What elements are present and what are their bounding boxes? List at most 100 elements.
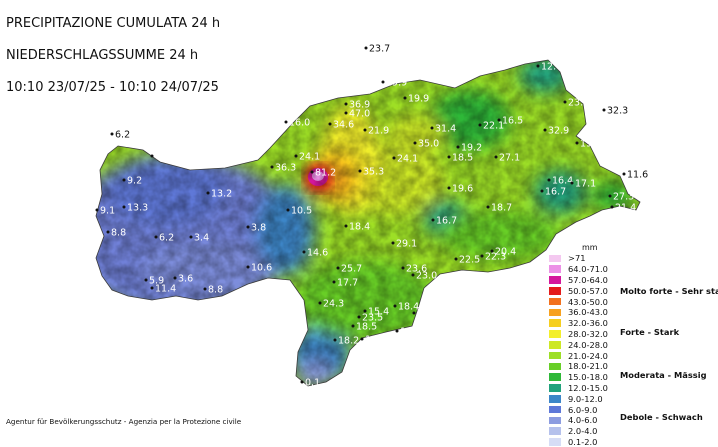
station-value: 32.3 (607, 106, 628, 117)
station-dot (333, 338, 337, 342)
station-marker: 24.1 (392, 154, 418, 165)
station-dot (480, 254, 484, 258)
station-dot (294, 154, 298, 158)
station-dot (497, 118, 501, 122)
station-value: 18.7 (491, 203, 512, 214)
legend-swatch (548, 350, 562, 361)
map-title-german: NIEDERSCHLAGSSUMME 24 h (6, 48, 199, 63)
station-marker: 23.2 (563, 98, 589, 109)
legend-swatch (548, 339, 562, 350)
station-dot (246, 225, 250, 229)
station-dot (173, 276, 177, 280)
legend-label: 24.0-28.0 (568, 339, 608, 350)
legend-swatch (548, 383, 562, 393)
station-value: 18.4 (349, 222, 370, 233)
station-value: 21.9 (368, 126, 389, 137)
station-marker: 23.5 (357, 313, 383, 324)
station-value: 11.4 (155, 284, 176, 295)
station-value: 36.9 (349, 100, 370, 111)
station-marker: 19.6 (447, 184, 473, 195)
station-marker: 23.6 (401, 264, 427, 275)
station-marker: 15.4 (363, 307, 389, 318)
station-value: 19.9 (386, 78, 407, 89)
station-dot (203, 287, 207, 291)
station-value: 3.8 (251, 223, 266, 234)
station-marker: 0.1 (300, 378, 320, 389)
station-dot (608, 194, 612, 198)
station-dot (403, 96, 407, 100)
station-dot (536, 64, 540, 68)
station-marker: 3.8 (246, 223, 266, 234)
legend-label: 21.0-24.0 (568, 350, 608, 361)
station-dot (300, 380, 304, 384)
legend-row: 9.0-12.0 (548, 393, 603, 404)
station-value: 27.3 (613, 192, 634, 203)
station-dot (430, 126, 434, 130)
legend-label: 4.0-6.0 (568, 415, 598, 426)
legend-swatch (548, 285, 562, 296)
legend-label: 32.0-36.0 (568, 318, 608, 329)
legend-label: 50.0-57.0 (568, 285, 608, 296)
station-dot (344, 111, 348, 115)
legend-row: 4.0-6.0 (548, 415, 597, 426)
station-dot (332, 280, 336, 284)
station-marker: 9.2 (122, 176, 142, 187)
station-dot (575, 141, 579, 145)
station-marker: 10.6 (246, 263, 272, 274)
station-marker: 14.6 (302, 248, 328, 259)
legend-swatch (548, 318, 562, 328)
station-dot (310, 170, 314, 174)
station-dot (563, 100, 567, 104)
station-value: 16.5 (502, 116, 523, 127)
legend-swatch (548, 426, 562, 436)
legend-swatch (548, 253, 562, 264)
station-value: 23.2 (568, 98, 589, 109)
station-value: 24.1 (299, 152, 320, 163)
station-marker: 17.1 (570, 179, 596, 190)
station-dot (189, 235, 193, 239)
legend-label: 28.0-32.0 (568, 328, 608, 339)
station-marker: 32.3 (602, 106, 628, 117)
legend-row: 12.0-15.0 (548, 383, 608, 394)
station-marker: 29.1 (391, 239, 417, 250)
region-border (95, 59, 641, 387)
legend-label: 57.0-64.0 (568, 274, 608, 285)
legend-row: 32.0-36.0 (548, 318, 608, 329)
station-dot (401, 266, 405, 270)
station-marker: 81.2 (310, 168, 336, 179)
station-marker: 18.9 (360, 335, 386, 346)
station-value: 25.7 (341, 264, 362, 275)
station-value: 19.4 (417, 309, 438, 320)
map-title-italian: PRECIPITAZIONE CUMULATA 24 h (6, 16, 221, 31)
station-dot (393, 304, 397, 308)
station-value: 21.4 (615, 203, 636, 214)
station-marker: 21.4 (610, 203, 636, 214)
station-dot (246, 265, 250, 269)
station-marker: 10.5 (286, 206, 312, 217)
station-value: 16.4 (552, 176, 573, 187)
station-value: 13.3 (127, 203, 148, 214)
station-value: 19.2 (461, 143, 482, 154)
station-marker: 18.2 (333, 336, 359, 347)
station-marker: 21.9 (363, 126, 389, 137)
station-marker: 31.4 (430, 124, 456, 135)
station-marker: 22.5 (454, 255, 480, 266)
station-value: 19.5 (580, 139, 601, 150)
legend-row: 15.0-18.0 (548, 372, 608, 383)
legend-label: 64.0-71.0 (568, 264, 608, 275)
station-dot (150, 154, 154, 158)
station-dot (486, 205, 490, 209)
station-value: 23.7 (369, 44, 390, 55)
station-dot (106, 230, 110, 234)
station-marker: 8.8 (106, 228, 126, 239)
station-marker: 36.9 (344, 100, 370, 111)
legend-label: 6.0-9.0 (568, 404, 598, 415)
station-marker: 17.7 (332, 278, 358, 289)
station-value: 7.4 (155, 152, 170, 163)
station-value: 19.1 (400, 327, 421, 338)
station-marker: 11.4 (150, 284, 176, 295)
station-marker: 19.2 (456, 143, 482, 154)
station-dot (363, 128, 367, 132)
station-marker: 13.2 (206, 189, 232, 200)
